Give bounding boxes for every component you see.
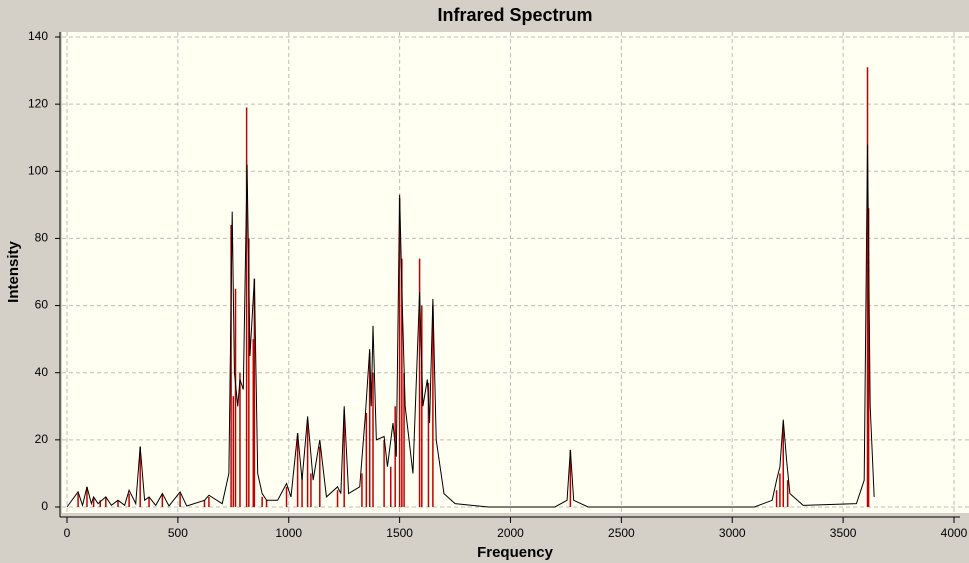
y-tick-label: 100 — [28, 163, 48, 177]
x-tick-label: 2500 — [608, 526, 635, 540]
x-tick-label: 3500 — [830, 526, 857, 540]
x-tick-label: 500 — [168, 526, 188, 540]
y-tick-label: 40 — [35, 365, 49, 379]
y-tick-label: 120 — [28, 96, 48, 110]
y-axis-label: Intensity — [5, 241, 22, 303]
x-tick-label: 0 — [64, 526, 71, 540]
spectrum-line — [66, 144, 875, 508]
y-tick-label: 80 — [35, 231, 49, 245]
y-tick-label: 60 — [35, 298, 49, 312]
y-tick-label: 140 — [28, 29, 48, 43]
y-tick-label: 20 — [35, 432, 49, 446]
y-tick-label: 0 — [41, 499, 48, 513]
x-tick-label: 4000 — [941, 526, 968, 540]
x-axis-label: Frequency — [477, 544, 554, 561]
chart-title: Infrared Spectrum — [437, 5, 592, 25]
x-tick-label: 3000 — [719, 526, 746, 540]
plot-area — [62, 32, 969, 513]
x-tick-label: 2000 — [497, 526, 524, 540]
x-tick-label: 1000 — [275, 526, 302, 540]
x-tick-label: 1500 — [386, 526, 413, 540]
